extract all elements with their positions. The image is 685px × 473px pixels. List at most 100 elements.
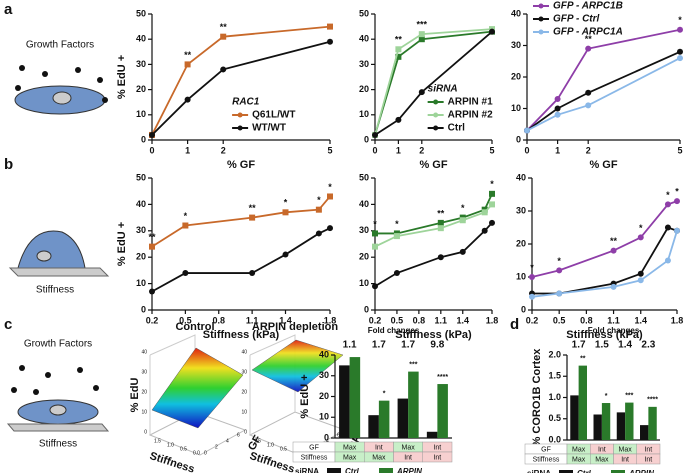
y-tick-label: 30 — [359, 225, 369, 235]
legend-label: Ctrl — [577, 469, 592, 473]
significance: **** — [647, 397, 658, 404]
marker — [395, 116, 402, 123]
x-tick-label: 0.5 — [391, 315, 404, 325]
y-axis-label: % EdU + — [299, 374, 311, 418]
legend-swatch — [379, 468, 393, 473]
fold-change: 1.7 — [572, 340, 586, 351]
x-tick-label: 1.8 — [324, 315, 337, 325]
fold-change: 1.4 — [618, 340, 632, 351]
significance: * — [557, 256, 561, 266]
marker — [489, 201, 495, 208]
marker — [372, 283, 378, 290]
marker — [372, 131, 378, 138]
y-tick-label: 0 — [324, 432, 329, 442]
bar — [368, 415, 379, 438]
x-tick-label: 1.5 — [254, 438, 261, 444]
legend-marker — [538, 3, 544, 9]
panel-label: d — [510, 316, 519, 333]
marker — [610, 283, 617, 290]
bar — [570, 395, 579, 440]
series-line — [374, 28, 493, 136]
y-axis-label: % CORO1B Cortex — [531, 348, 543, 447]
marker — [437, 225, 444, 232]
z-tick-label: 30 — [141, 369, 147, 375]
series-line — [374, 30, 493, 136]
legend-label: Ctrl — [448, 123, 465, 134]
marker — [674, 227, 680, 234]
y-tick-label: 10 — [516, 271, 526, 281]
marker — [664, 201, 671, 208]
y-tick-label: 50 — [136, 172, 146, 182]
legend-title: siRNA — [527, 469, 551, 473]
table-text: Stiffness — [533, 456, 560, 463]
y-tick-label: 10 — [511, 103, 521, 113]
marker — [637, 270, 644, 277]
significance: ** — [249, 203, 257, 213]
y-tick-label: 10 — [136, 278, 146, 288]
table-text: Int — [598, 446, 606, 453]
y-tick-label: 0.0 — [548, 434, 561, 444]
marker — [282, 209, 289, 216]
z-tick-label: 20 — [241, 389, 247, 395]
series-line — [151, 227, 331, 293]
y-tick-label: 20 — [136, 84, 146, 94]
significance: ** — [585, 34, 593, 44]
fold-change: 1.5 — [595, 340, 609, 351]
marker — [149, 288, 155, 295]
x-axis-label: Stiffness (kPa) — [395, 329, 472, 341]
z-tick-label: 40 — [141, 349, 147, 355]
series-line — [526, 28, 681, 132]
x-tick-label: 1 — [396, 145, 401, 155]
table-text: Max — [402, 444, 416, 451]
marker — [481, 227, 488, 234]
y-tick-label: 0 — [516, 134, 521, 144]
significance: ** — [610, 236, 618, 246]
fold-header: Fold changes — [588, 326, 640, 335]
fold-header: Fold changes — [368, 326, 420, 335]
significance: * — [284, 198, 288, 208]
y-tick-label: 0 — [141, 304, 146, 314]
illustration-label: Stiffness — [39, 439, 77, 450]
table-cell — [636, 453, 661, 465]
bar — [397, 398, 409, 438]
x-tick-label: 1.8 — [486, 315, 499, 325]
marker — [677, 26, 683, 33]
z-tick-label: 30 — [241, 369, 247, 375]
x-axis-label: Stiffness (kPa) — [566, 329, 643, 341]
x-tick-label: 0.5 — [553, 315, 566, 325]
marker — [418, 89, 425, 96]
marker — [677, 55, 683, 62]
marker — [554, 111, 561, 118]
significance: * — [373, 219, 377, 229]
bar — [593, 414, 602, 440]
significance: * — [328, 182, 332, 192]
significance: * — [675, 186, 679, 196]
bar — [601, 403, 611, 440]
marker — [585, 45, 592, 52]
legend-swatch — [611, 470, 625, 473]
table-text: Int — [621, 456, 629, 463]
marker — [184, 61, 191, 68]
significance: * — [666, 190, 670, 200]
legend-label: GFP - Ctrl — [553, 14, 600, 25]
x-tick-label: 0.5 — [179, 315, 192, 325]
y-axis-label: % EdU + — [116, 55, 128, 99]
marker — [664, 224, 671, 231]
x-tick-label: 5 — [327, 145, 332, 155]
table-text: Int — [644, 456, 652, 463]
x-tick-label: 0.2 — [526, 315, 539, 325]
marker — [664, 257, 671, 264]
y-tick-label: 40 — [359, 34, 369, 44]
table-cell — [422, 451, 453, 463]
series-line — [526, 50, 681, 132]
significance: * — [317, 195, 321, 205]
panel-label: b — [4, 156, 13, 173]
significance: *** — [417, 20, 428, 30]
table-text: Max — [619, 446, 633, 453]
z-tick-label: 40 — [241, 349, 247, 355]
marker — [315, 206, 322, 213]
marker — [418, 31, 425, 38]
legend-label: ARPIN #2 — [448, 110, 493, 121]
legend-marker — [538, 29, 544, 35]
x-tick-label: 0 — [372, 145, 377, 155]
